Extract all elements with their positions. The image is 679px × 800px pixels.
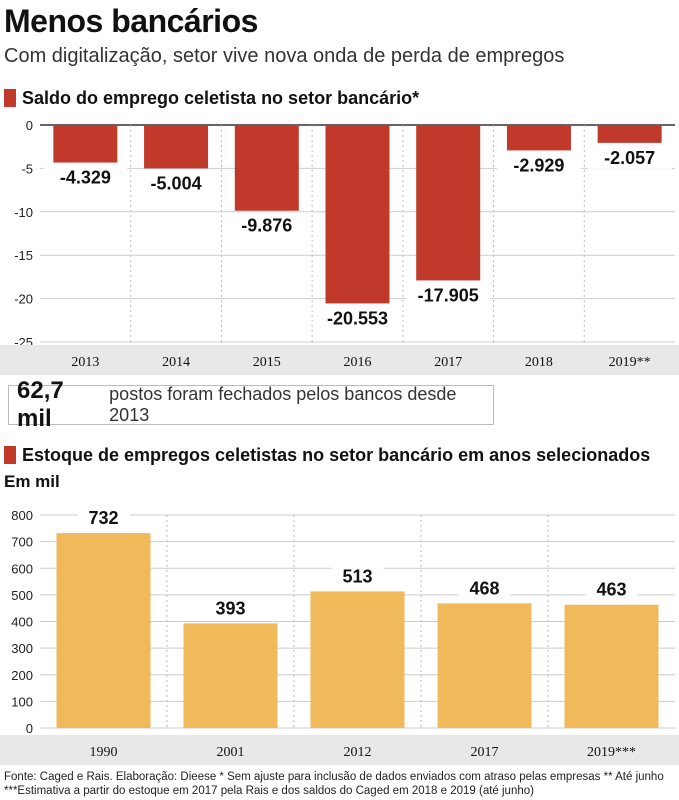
x-tick-label: 2018 (525, 355, 553, 370)
value-label-bg (43, 166, 128, 189)
value-label-bg (204, 597, 257, 620)
x-tick-label: 2014 (162, 355, 190, 370)
bar (416, 125, 481, 281)
page-subtitle: Com digitalização, setor vive nova onda … (4, 45, 565, 67)
x-tick-label: 1990 (90, 745, 118, 760)
value-label-bg (406, 284, 491, 307)
bar (234, 125, 299, 211)
y-tick-label: 200 (11, 668, 33, 683)
category-band (0, 345, 679, 375)
highlight-value: 62,7 mil (17, 377, 64, 432)
bar (437, 603, 532, 728)
chart2-svg: 0 100 200 300 400 500 600 700 800 732 1990 393 2001 5… (0, 507, 679, 765)
x-tick-label: 2015 (253, 355, 281, 370)
y-tick-label: 0 (26, 118, 33, 133)
y-tick-label: 800 (11, 508, 33, 523)
value-label: -20.553 (327, 308, 388, 328)
value-label: 513 (342, 566, 372, 586)
value-label: -4.329 (60, 168, 111, 188)
bar (564, 604, 659, 728)
bar (506, 125, 571, 151)
value-label: -2.057 (604, 148, 655, 168)
value-label-bg (331, 565, 384, 588)
chart2-heading: Estoque de empregos celetistas no setor … (4, 444, 650, 466)
value-label-bg (315, 307, 400, 330)
highlight-text: postos foram fechados pelos bancos desde… (109, 384, 457, 425)
chart1-heading: Saldo do emprego celetista no setor banc… (4, 87, 419, 109)
x-tick-label: 2017 (434, 355, 462, 370)
y-tick-label: -20 (14, 292, 33, 307)
footnote-estimate: ***Estimativa a partir do estoque em 201… (4, 785, 534, 797)
y-tick-label: 300 (11, 641, 33, 656)
value-label-bg (585, 578, 638, 601)
chart2-title: Estoque de empregos celetistas no setor … (22, 445, 651, 465)
y-tick-label: 500 (11, 588, 33, 603)
x-tick-label: 2016 (344, 355, 372, 370)
value-label: 468 (469, 578, 499, 598)
value-label-bg (224, 214, 309, 237)
value-label: -17.905 (418, 285, 479, 305)
value-label: -2.929 (513, 155, 564, 175)
chart1-svg: 0-5-10-15-20-25-4.3292013-5.0042014-9.87… (0, 118, 679, 375)
value-label-bg (458, 577, 511, 600)
chart1-title: Saldo do emprego celetista no setor banc… (22, 88, 420, 108)
page-title: Menos bancários (4, 3, 258, 39)
y-tick-label: -15 (14, 248, 33, 263)
category-band (0, 735, 679, 765)
y-tick-label: 0 (26, 721, 33, 736)
value-label-bg (77, 507, 130, 530)
value-label-bg (134, 172, 219, 195)
y-tick-label: 100 (11, 694, 33, 709)
x-tick-label: 2019** (609, 355, 651, 370)
x-tick-label: 2017 (471, 745, 499, 760)
bar (325, 125, 390, 304)
x-tick-label: 2019*** (587, 745, 636, 760)
value-label: -9.876 (241, 216, 292, 236)
section-marker (4, 446, 16, 464)
highlight-box: 62,7 mil postos foram fechados pelos ban… (8, 377, 494, 432)
value-label-bg (587, 146, 672, 169)
bar (56, 533, 151, 728)
bar (183, 623, 278, 728)
y-tick-label: -10 (14, 205, 33, 220)
y-tick-label: 400 (11, 615, 33, 630)
footnote-source: Fonte: Caged e Rais. Elaboração: Dieese … (4, 771, 664, 783)
value-label: 732 (88, 508, 118, 528)
y-tick-label: -5 (21, 161, 33, 176)
x-tick-label: 2013 (71, 355, 99, 370)
value-label: -5.004 (151, 173, 202, 193)
y-tick-label: 600 (11, 561, 33, 576)
section-marker (4, 89, 16, 107)
value-label-bg (496, 154, 581, 177)
bar (53, 125, 118, 163)
value-label: 393 (215, 598, 245, 618)
y-tick-label: 700 (11, 535, 33, 550)
bar (310, 591, 405, 728)
x-tick-label: 2001 (217, 745, 245, 760)
value-label: 463 (596, 580, 626, 600)
bar (597, 125, 662, 143)
chart2-unit: Em mil (4, 472, 60, 491)
bar (144, 125, 209, 169)
x-tick-label: 2012 (344, 745, 372, 760)
